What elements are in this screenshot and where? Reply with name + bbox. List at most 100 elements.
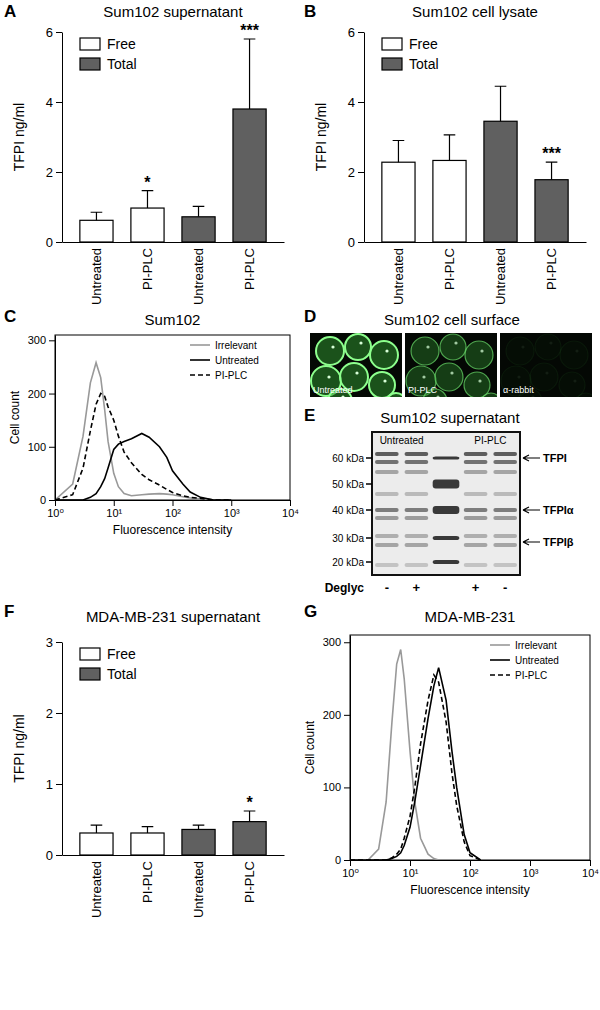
tick-mark [49,340,55,341]
legend-entry: Untreated [190,355,259,366]
bar [80,220,113,242]
error-bar [546,162,558,180]
tick-label: Untreated [191,861,206,918]
bar [131,208,164,242]
cell-spot [549,341,552,344]
x-axis-tick: 10⁴ [582,860,599,879]
tick-label: 1 [46,777,53,792]
cell-spot [575,349,578,352]
micrograph [310,333,402,397]
tick-label: 10¹ [403,867,419,879]
tick-mark [56,784,62,785]
tick-label: Untreated [493,248,508,305]
x-axis-title: Fluorescence intensity [410,883,529,897]
x-axis-tick: Untreated [493,248,508,305]
tick-label: 2 [46,706,53,721]
y-axis: 0100200300 [323,636,351,867]
error-bar [91,212,103,220]
tick-label: 10² [165,507,181,519]
bar [80,833,113,855]
blot-membrane [372,432,520,575]
tick-label: 200 [323,709,341,721]
blot-band [493,460,517,464]
marker-label: 40 kDa [332,505,364,516]
y-axis-tick: 6 [46,25,62,40]
cell-spot [545,371,548,374]
x-axis-tick: 10² [165,500,181,519]
tick-mark [290,500,291,506]
legend-entry: PI-PLC [190,370,247,381]
tick-mark [56,855,62,856]
tick-mark [470,860,471,866]
cell [386,393,402,397]
tick-mark [358,32,364,33]
lane-label: - [385,580,389,595]
legend-swatch [490,644,510,646]
legend-label: PI-PLC [515,670,547,681]
bar-chart: BSum102 cell lysate***0246UntreatedPI-PL… [304,2,587,305]
legend-entry: Free [382,36,438,52]
plot-frame [55,335,290,500]
blot-band [375,492,399,496]
tick-label: 300 [28,334,46,346]
y-axis-tick: 3 [46,635,62,650]
legend-swatch [80,668,100,680]
y-axis-tick: 0 [348,235,364,250]
tick-mark [55,500,56,506]
cell-spot [327,375,330,378]
plot-marks [55,363,231,500]
tick-mark [344,715,350,716]
annotations: *** [542,145,561,162]
blot-band [405,508,429,512]
blot-band [493,563,517,567]
error-bar [91,825,103,833]
marker-tick [366,537,372,539]
marker-band [433,536,460,540]
blot-band [375,543,399,547]
blot-band [464,492,488,496]
x-axis-tick: 10¹ [106,500,122,519]
x-axis-tick: Untreated [89,861,104,918]
blot-band [405,492,429,496]
legend-label: Total [107,56,137,72]
y-axis-line [350,636,351,861]
series-line [55,363,231,500]
tick-label: 6 [348,25,355,40]
tick-mark [56,32,62,33]
cell-spot [355,371,358,374]
bar [535,180,568,242]
y-axis: 0246 [348,25,365,250]
blot-panel: ESum102 supernatantUntreatedPI-PLC60 kDa… [304,406,574,595]
tick-label: 100 [28,441,46,453]
x-axis-tick: PI-PLC [442,248,457,290]
blot-band [493,452,517,456]
y-axis-title: TFPI ng/ml [11,103,27,171]
bar [484,121,517,242]
blot-band [405,563,429,567]
legend-entry: Total [80,56,137,72]
y-axis-tick: 2 [46,706,62,721]
tick-mark [590,860,591,866]
cell-spot [426,345,429,348]
tick-label: 300 [323,636,341,648]
blot-band [464,508,488,512]
bar [182,217,215,242]
tick-label: 2 [46,165,53,180]
x-axis-tick: Untreated [191,248,206,305]
y-axis-title: Cell count [8,390,22,444]
tick-mark [49,447,55,448]
error-bar [244,811,256,822]
tick-mark [358,242,364,243]
x-axis: 10⁰10¹10²10³10⁴ [342,860,599,879]
significance: * [144,174,151,191]
legend-swatch [490,674,510,676]
micrograph [405,333,497,397]
blot-band [405,470,429,474]
tick-mark [49,500,55,501]
legend-label: PI-PLC [215,370,247,381]
lane-label: + [413,580,421,595]
marker-label: 20 kDa [332,557,364,568]
blot-band [375,516,399,520]
cell-spot [517,375,520,378]
row-label: Deglyc [325,581,365,595]
